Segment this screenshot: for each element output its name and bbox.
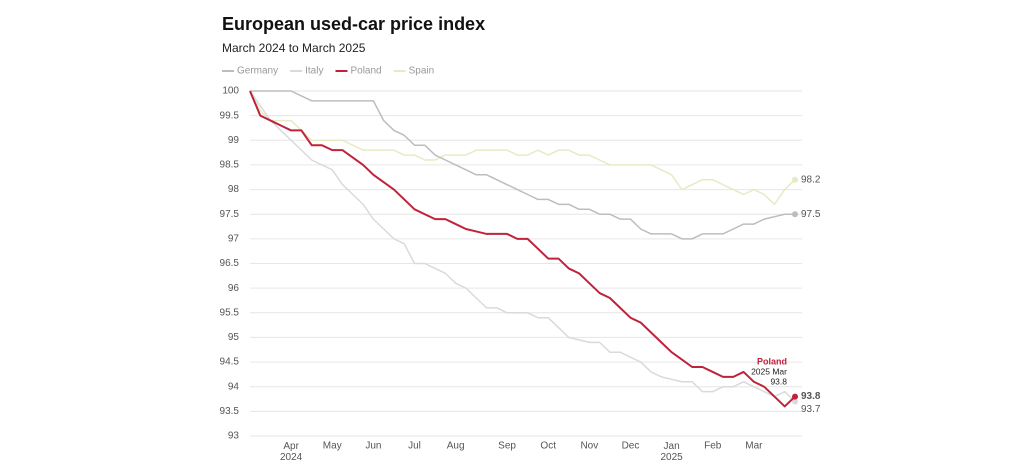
y-tick-label: 93 (228, 431, 240, 442)
legend-label: Italy (305, 66, 323, 77)
end-value-label: 97.5 (801, 209, 821, 220)
x-tick-label: Sep (498, 441, 516, 452)
series-line (249, 90, 796, 206)
end-value-label: 93.8 (801, 391, 821, 402)
chart-subtitle: March 2024 to March 2025 (222, 41, 366, 55)
y-tick-label: 100 (222, 86, 239, 97)
x-tick-label: Aug (447, 441, 465, 452)
y-tick-label: 98 (228, 184, 240, 195)
y-tick-label: 99 (228, 135, 240, 146)
y-tick-label: 95 (228, 332, 240, 343)
y-tick-label: 96.5 (220, 258, 240, 269)
series-line (249, 90, 796, 403)
y-tick-label: 97.5 (220, 209, 240, 220)
annotation-title: Poland (757, 356, 787, 366)
x-tick-label: Mar (745, 441, 763, 452)
x-tick-label: Feb (704, 441, 722, 452)
annotation-date: 2025 Mar (751, 366, 787, 376)
y-tick-label: 96 (228, 283, 240, 294)
end-dot (792, 393, 798, 400)
y-tick-label: 97 (228, 233, 240, 244)
legend-label: Spain (409, 66, 435, 77)
end-dot (792, 211, 798, 218)
series-line (249, 90, 796, 408)
y-tick-label: 95.5 (220, 307, 240, 318)
chart-title: European used-car price index (222, 14, 485, 34)
x-tick-label: Oct (540, 441, 556, 452)
end-value-label: 93.7 (801, 404, 821, 415)
x-tick-label: Apr 2024 (280, 441, 303, 463)
end-dot (792, 176, 798, 183)
y-tick-label: 94 (228, 381, 240, 392)
legend-label: Germany (237, 66, 278, 77)
x-tick-label: Jan 2025 (660, 441, 683, 463)
series-line (250, 90, 795, 240)
legend-label: Poland (350, 66, 381, 77)
x-tick-label: May (323, 441, 342, 452)
y-tick-label: 94.5 (220, 357, 240, 368)
annotation-value: 93.8 (770, 376, 787, 386)
x-tick-label: Nov (580, 441, 598, 452)
end-value-label: 98.2 (801, 174, 821, 185)
x-tick-label: Jun (365, 441, 381, 452)
x-tick-label: Dec (622, 441, 640, 452)
y-tick-label: 93.5 (220, 406, 240, 417)
end-dot (792, 398, 798, 405)
y-tick-label: 98.5 (220, 160, 240, 171)
y-tick-label: 99.5 (220, 110, 240, 121)
x-tick-label: Jul (408, 441, 421, 452)
